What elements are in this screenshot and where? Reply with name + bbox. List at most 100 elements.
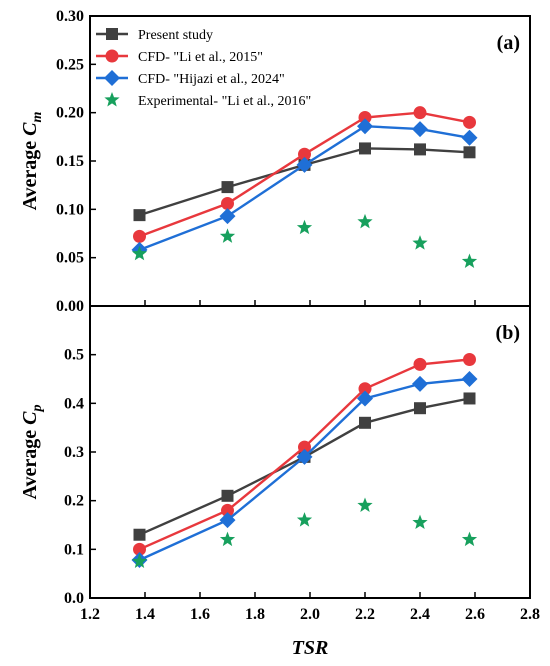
data-point-diamond (296, 448, 313, 465)
y-tick-label: 0.30 (56, 8, 84, 25)
data-point-square (359, 142, 371, 155)
data-point-circle (221, 197, 234, 211)
x-tick-label: 1.8 (245, 606, 265, 623)
data-point-square (221, 489, 234, 502)
data-point-diamond (296, 156, 313, 173)
data-point-circle (463, 353, 476, 367)
y-tick-label: 0.0 (64, 590, 84, 607)
x-tick-label: 2.0 (300, 606, 320, 623)
legend-marker-circle (105, 49, 119, 63)
data-point-square (221, 181, 234, 194)
panel-a-ylabel-main: Average (19, 136, 41, 211)
x-tick-label: 1.4 (135, 606, 155, 623)
panel-b-ylabel: Average Cp (19, 405, 45, 500)
data-point-diamond (461, 371, 478, 387)
data-point-square (414, 143, 426, 156)
panel-a-y-ticks: 0.00 0.05 0.10 0.15 0.20 0.25 0.30 (56, 8, 96, 315)
legend: Present study CFD- "Li et al., 2015" CFD- … (96, 28, 311, 109)
data-point-star (461, 531, 478, 547)
x-tick-label: 2.2 (355, 606, 375, 623)
panel-b-ylabel-sub: p (30, 405, 45, 413)
panel-b-y-ticks: 0.0 0.1 0.2 0.3 0.4 0.5 (64, 347, 96, 607)
data-point-circle (358, 382, 372, 396)
panel-b: (b) Average Cp 0.0 0.1 0.2 0.3 0.4 0.5 1.2 1.4… (19, 305, 540, 659)
data-point-circle (413, 357, 427, 371)
legend-marker-diamond (104, 70, 120, 86)
data-point-circle (298, 440, 311, 454)
data-point-diamond (219, 512, 236, 529)
data-point-diamond (357, 390, 373, 407)
panel-a: (a) Average Cm 0.000.050.100.150.200.250… (19, 8, 531, 315)
data-point-square (463, 392, 476, 405)
data-point-square (133, 209, 146, 222)
data-point-circle (358, 111, 372, 124)
panel-b-series (131, 353, 478, 569)
data-point-diamond (219, 208, 236, 225)
data-point-star (357, 213, 373, 229)
x-axis-label: TSR (292, 637, 329, 659)
data-point-circle (298, 147, 311, 161)
data-point-circle (463, 115, 476, 129)
x-tick-label: 2.6 (465, 606, 485, 623)
legend-label: Experimental- "Li et al., 2016" (138, 94, 311, 109)
data-point-diamond (412, 121, 428, 138)
y-tick-label: 0.00 (56, 298, 84, 315)
series-line-square (139, 397, 470, 536)
data-point-star (219, 228, 236, 243)
data-point-square (359, 416, 371, 429)
data-point-circle (133, 229, 146, 243)
y-tick-label: 0.05 (56, 250, 84, 267)
x-tick-label: 1.2 (80, 606, 100, 623)
data-point-diamond (412, 375, 428, 392)
series-line-square (139, 147, 470, 217)
panel-b-ylabel-var: C (19, 411, 41, 425)
data-point-square (463, 146, 476, 159)
panel-b-label: (b) (496, 322, 520, 344)
data-point-circle (133, 542, 146, 556)
series-line-circle (139, 111, 470, 238)
data-point-star (296, 512, 313, 527)
data-point-circle (221, 503, 234, 517)
data-point-star (296, 219, 313, 235)
data-point-square (414, 402, 426, 415)
x-tick-label: 2.4 (410, 606, 430, 623)
legend-label: CFD- "Li et al., 2015" (138, 50, 263, 65)
y-tick-label: 0.2 (64, 493, 84, 510)
y-tick-label: 0.10 (56, 201, 84, 218)
series-line-diamond (139, 377, 470, 562)
data-point-diamond (357, 118, 373, 135)
y-tick-label: 0.25 (56, 56, 84, 73)
panel-a-ylabel-var: C (19, 122, 41, 136)
y-tick-label: 0.15 (56, 153, 84, 170)
data-point-circle (413, 106, 427, 120)
panel-b-ylabel-main: Average (19, 425, 41, 500)
series-line-diamond (139, 124, 470, 252)
y-tick-label: 0.4 (64, 395, 84, 412)
data-point-star (131, 245, 148, 261)
data-point-star (131, 553, 148, 568)
data-point-star (412, 235, 428, 250)
y-tick-label: 0.5 (64, 347, 84, 364)
data-point-star (219, 531, 236, 547)
y-tick-label: 0.20 (56, 105, 84, 122)
y-tick-label: 0.1 (64, 541, 84, 558)
series-line-circle (139, 358, 470, 551)
data-point-square (133, 528, 146, 541)
data-point-star (357, 497, 373, 513)
x-tick-label: 2.8 (520, 606, 540, 623)
legend-marker-star (104, 92, 120, 107)
legend-label: CFD- "Hijazi et al., 2024" (138, 72, 285, 87)
y-tick-label: 0.3 (64, 444, 84, 461)
panel-a-ylabel: Average Cm (19, 111, 45, 210)
panel-a-ylabel-sub: m (30, 111, 45, 122)
x-tick-label: 1.6 (190, 606, 210, 623)
data-point-diamond (461, 129, 478, 146)
panel-b-x-ticks: 1.2 1.4 1.6 1.8 2.0 2.2 2.4 2.6 2.8 (80, 592, 540, 623)
legend-marker-square (106, 28, 118, 40)
panel-a-label: (a) (497, 32, 520, 54)
legend-label: Present study (138, 28, 213, 43)
data-point-star (412, 514, 428, 530)
panel-a-series (131, 106, 478, 269)
data-point-star (461, 253, 478, 269)
